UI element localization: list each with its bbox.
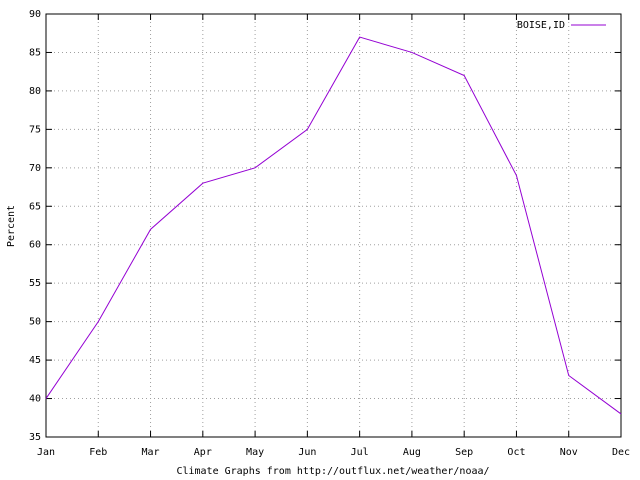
data-line [45, 36, 622, 415]
y-tick-label: 85 [29, 47, 41, 58]
x-tick-label: Apr [194, 447, 212, 458]
y-tick-label: 70 [29, 163, 41, 174]
y-tick-label: 50 [29, 317, 41, 328]
plot-border [45, 13, 622, 438]
y-axis-label: Percent [6, 205, 17, 247]
x-tick-label: Nov [560, 447, 578, 458]
y-tick-label: 45 [29, 355, 41, 366]
x-tick-label: Oct [507, 447, 525, 458]
x-tick-label: Mar [142, 447, 160, 458]
x-tick-label: Jul [351, 447, 369, 458]
y-tick-label: 90 [29, 9, 41, 20]
x-tick-label: Feb [89, 447, 107, 458]
y-tick-label: 65 [29, 201, 41, 212]
x-tick-label: Jun [298, 447, 316, 458]
y-tick-label: 35 [29, 432, 41, 443]
x-axis-label: Climate Graphs from http://outflux.net/w… [176, 466, 489, 477]
legend-label: BOISE,ID [517, 20, 565, 31]
x-tick-label: Sep [455, 447, 473, 458]
y-tick-label: 55 [29, 278, 41, 289]
x-tick-label: Aug [403, 447, 421, 458]
x-tick-label: May [246, 447, 264, 458]
y-tick-label: 60 [29, 240, 41, 251]
x-tick-label: Jan [37, 447, 55, 458]
y-tick-label: 80 [29, 86, 41, 97]
y-tick-label: 40 [29, 394, 41, 405]
x-tick-label: Dec [612, 447, 630, 458]
y-tick-label: 75 [29, 124, 41, 135]
